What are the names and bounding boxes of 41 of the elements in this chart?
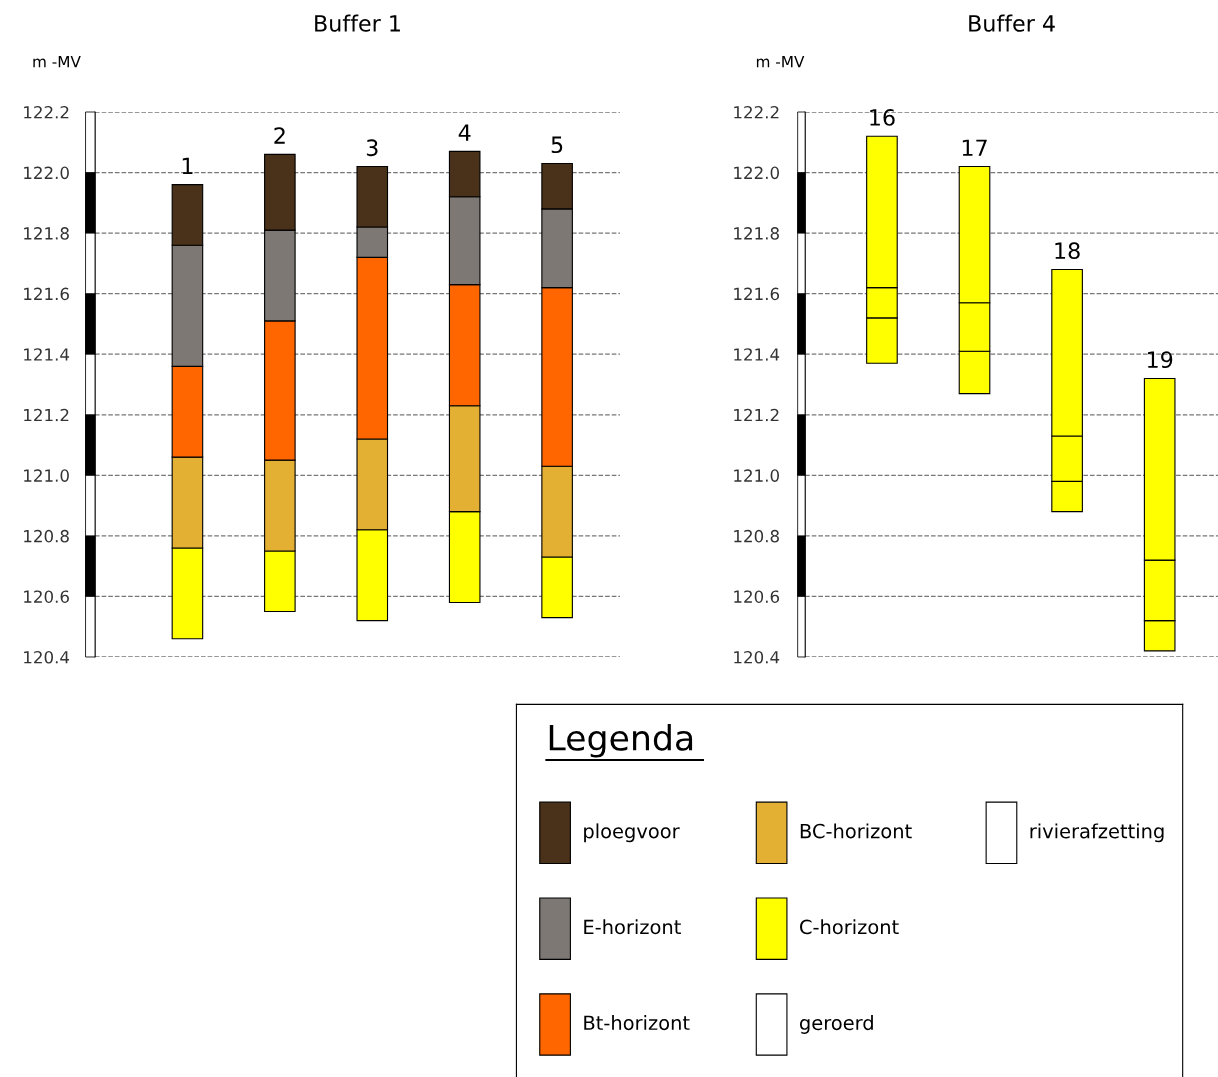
text: Legenda (549, 723, 693, 758)
x-tick-label: 2 (274, 127, 285, 144)
y-tick-label: 121.6 (734, 287, 780, 301)
y-tick-label: 120.4 (734, 650, 780, 664)
y-tick-label: 121.6 (24, 287, 69, 301)
y-tick-label: 121.8 (24, 227, 69, 240)
x-tick-label: 16 (870, 109, 895, 126)
x-tick-label: 4 (458, 124, 471, 141)
y-tick-label: 120.8 (24, 529, 69, 543)
y-tick-label: 120.4 (24, 650, 70, 664)
y-tick-label: 122.2 (734, 105, 779, 119)
x-tick-label: 17 (962, 139, 987, 156)
y-axis-title: m -MV (756, 56, 805, 68)
category-label: C-horizont (800, 919, 899, 935)
x-tick-label: 3 (366, 139, 378, 157)
category-label: E-horizont (584, 919, 681, 935)
y-tick-label: 121.8 (734, 227, 779, 240)
category-label: ploegvoor (584, 823, 680, 843)
y-tick-label: 120.6 (24, 590, 69, 603)
y-tick-label: 120.6 (734, 590, 780, 603)
chart-title: Buffer 1 (315, 14, 400, 32)
category-label: geroerd (799, 1015, 873, 1034)
y-tick-label: 121.2 (24, 408, 69, 422)
y-tick-label: 120.8 (734, 529, 779, 543)
y-tick-label: 121.4 (24, 348, 70, 361)
category-label: rivierafzetting (1030, 823, 1164, 843)
x-tick-label: 19 (1147, 351, 1173, 369)
x-tick-label: 5 (551, 136, 563, 154)
y-tick-label: 121.0 (24, 469, 69, 482)
x-tick-label: 18 (1055, 242, 1080, 260)
y-axis-title: m -MV (33, 56, 81, 68)
y-tick-label: 122.2 (24, 105, 69, 119)
category-label: Bt-horizont (584, 1015, 690, 1031)
chart-title: Buffer 4 (969, 14, 1055, 32)
category-label: BC-horizont (800, 823, 912, 839)
y-tick-label: 122.0 (734, 166, 779, 180)
x-tick-label: 1 (182, 157, 193, 174)
y-tick-label: 122.0 (24, 166, 69, 180)
y-tick-label: 121.4 (734, 348, 780, 361)
y-tick-label: 121.2 (734, 408, 779, 422)
y-tick-label: 121.0 (734, 469, 779, 482)
